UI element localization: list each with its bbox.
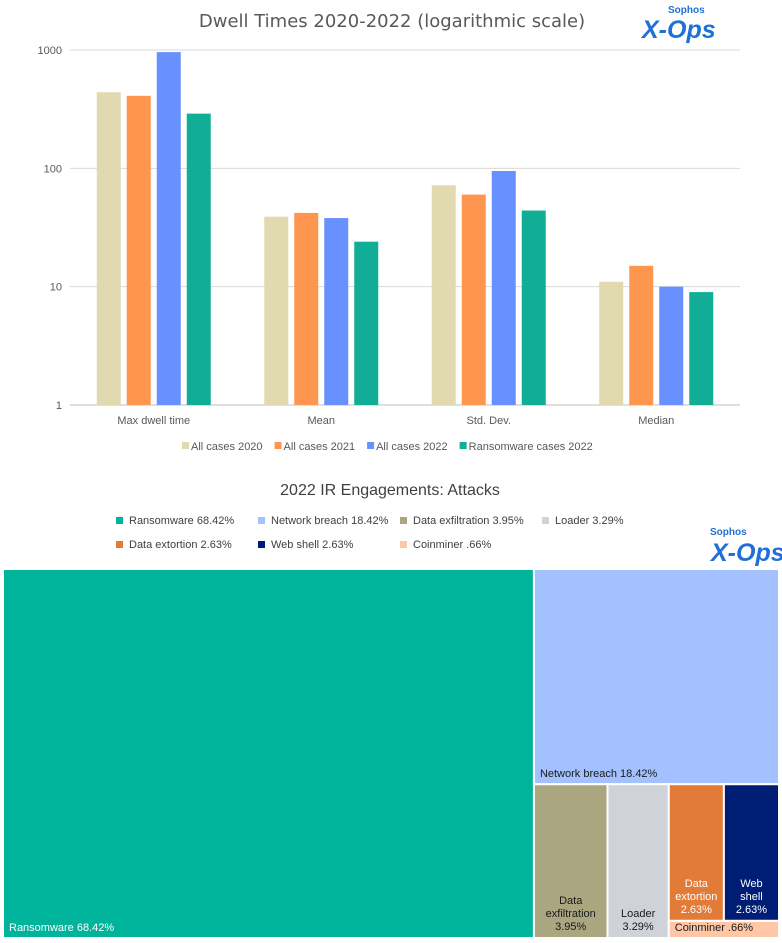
bar-chart-x-ticks: Max dwell time Mean Std. Dev. Median [117, 415, 674, 427]
bar [431, 185, 456, 405]
bar [491, 170, 516, 405]
treemap-cells: Ransomware 68.42% Network breach 18.42% Da… [2, 568, 781, 940]
y-tick-label: 100 [44, 163, 62, 175]
treemap-cell-label: Web shell 2.63% [736, 878, 767, 916]
treemap-title: 2022 IR Engagements: Attacks [280, 482, 500, 499]
legend-swatch [258, 541, 265, 548]
treemap-chart: 2022 IR Engagements: Attacks Sophos X-Op… [2, 482, 782, 940]
treemap-cell [532, 783, 609, 939]
legend-swatch [116, 541, 123, 548]
treemap-cell-label: Data extortion 2.63% [675, 878, 717, 916]
bar [324, 218, 349, 405]
treemap-cell [667, 919, 781, 940]
bar [599, 281, 624, 405]
legend-label: Data exfiltration 3.95% [413, 515, 524, 527]
legend-swatch [258, 517, 265, 524]
logo-brand-small: Sophos [668, 5, 705, 16]
bar-chart-legend: All cases 2020 All cases 2021 All cases 20… [182, 441, 593, 453]
legend-label: Coinminer .66% [413, 539, 491, 551]
bar [629, 265, 654, 405]
bar [294, 212, 319, 405]
bar [96, 92, 121, 405]
bar [126, 95, 151, 405]
y-tick-label: 10 [50, 282, 62, 294]
legend-swatch [182, 442, 189, 449]
legend-swatch [274, 442, 282, 449]
treemap-cell [2, 568, 535, 939]
bar [659, 286, 684, 405]
legend-label: Web shell 2.63% [271, 539, 354, 551]
legend-label: Ransomware 68.42% [129, 515, 234, 527]
treemap-legend: Ransomware 68.42% Network breach 18.42% Da… [116, 515, 624, 551]
legend-swatch [459, 442, 467, 449]
y-tick-label: 1 [56, 400, 62, 412]
y-tick-label: 1000 [38, 45, 62, 57]
treemap-cell [722, 783, 781, 922]
legend-swatch [400, 517, 407, 524]
legend-swatch [542, 517, 549, 524]
legend-label: Data extortion 2.63% [129, 539, 232, 551]
x-tick-label: Max dwell time [117, 415, 190, 427]
bar-chart: Dwell Times 2020-2022 (logarithmic scale… [38, 5, 740, 453]
treemap-cell-label: Network breach 18.42% [540, 768, 658, 780]
x-tick-label: Std. Dev. [467, 415, 511, 427]
legend-label: All cases 2020 [191, 441, 263, 453]
treemap-logo-brand-small: Sophos [710, 527, 747, 538]
treemap-logo: Sophos X-Ops [709, 527, 782, 567]
legend-swatch [400, 541, 407, 548]
treemap-cell-label: Coinminer .66% [675, 922, 753, 934]
x-tick-label: Median [638, 415, 674, 427]
bar-chart-logo: Sophos X-Ops [640, 5, 716, 44]
bar [521, 210, 546, 405]
legend-label: Loader 3.29% [555, 515, 624, 527]
bar [264, 216, 289, 405]
treemap-cell [532, 568, 781, 786]
bar [354, 241, 379, 405]
legend-label: Ransomware cases 2022 [469, 441, 593, 453]
treemap-logo-brand-big: X-Ops [709, 539, 782, 567]
bar-chart-bars [96, 52, 714, 406]
bar-chart-title: Dwell Times 2020-2022 (logarithmic scale… [199, 11, 585, 32]
bar [186, 113, 211, 405]
treemap-cell-label: Ransomware 68.42% [9, 922, 114, 934]
bar [689, 292, 714, 405]
legend-label: Network breach 18.42% [271, 515, 389, 527]
bar [156, 52, 181, 406]
treemap-cell-label: Data exfiltration 3.95% [546, 895, 596, 933]
legend-swatch [367, 442, 375, 449]
legend-label: All cases 2021 [284, 441, 356, 453]
x-tick-label: Mean [307, 415, 335, 427]
treemap-cell [606, 783, 670, 939]
bar-chart-gridlines [70, 49, 740, 406]
bar [461, 194, 486, 405]
legend-swatch [116, 517, 123, 524]
legend-label: All cases 2022 [376, 441, 448, 453]
bar-chart-y-ticks: 1 10 100 1000 [38, 45, 62, 412]
logo-brand-big: X-Ops [640, 16, 716, 44]
treemap-cell-label: Loader 3.29% [621, 908, 656, 933]
